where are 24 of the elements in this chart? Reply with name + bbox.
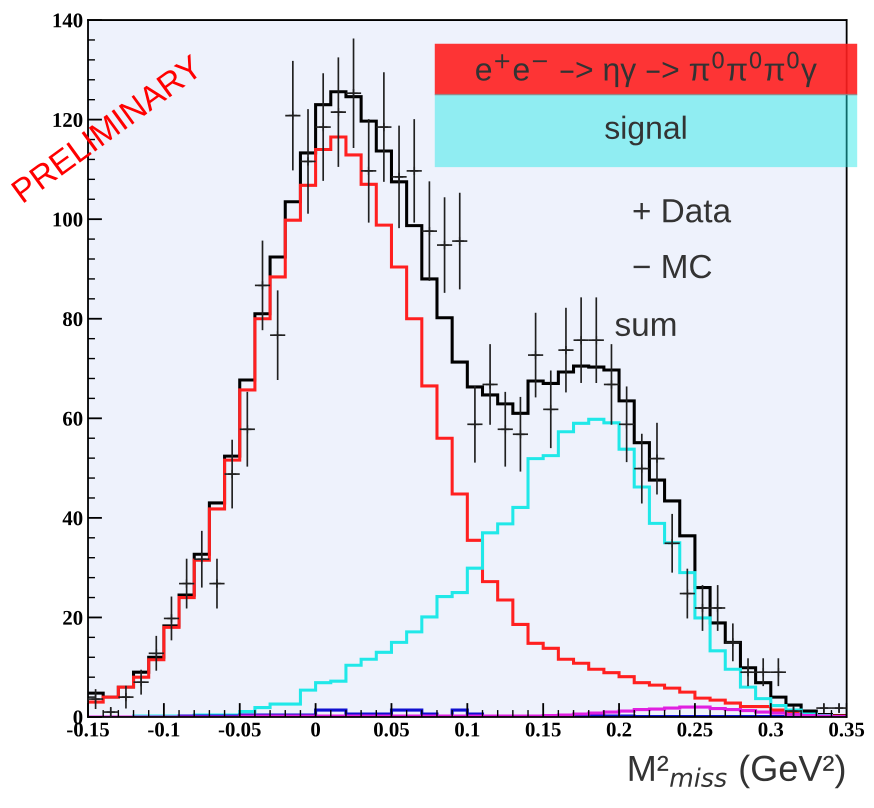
- x-tick-label: 0: [311, 722, 320, 737]
- y-tick-label: 40: [62, 511, 82, 526]
- x-tick-label: -0.15: [67, 722, 109, 737]
- x-tick-label: 0.05: [374, 722, 409, 737]
- y-tick-label: 20: [63, 610, 82, 625]
- x-tick-label: -0.05: [218, 722, 261, 737]
- x-tick-label: 0.1: [455, 722, 480, 737]
- y-tick-label: 0: [74, 710, 82, 724]
- y-tick-label: 80: [63, 312, 82, 326]
- y-tick-label: 100: [54, 212, 82, 227]
- annotation: − MC: [634, 254, 712, 278]
- x-tick-label: 0.3: [758, 722, 784, 737]
- x-tick-label: 0.25: [677, 722, 712, 737]
- x-tick-label: 0.35: [829, 722, 864, 737]
- y-tick-label: 60: [63, 412, 82, 426]
- annotation: + Data: [634, 199, 732, 223]
- x-axis-title: M²$_{miss}$ (GeV²): [630, 754, 844, 788]
- y-tick-label: 140: [54, 13, 82, 28]
- x-tick-label: -0.1: [148, 722, 180, 737]
- text: signal: [605, 116, 686, 146]
- annotation: sum: [615, 318, 676, 336]
- text: e$^{+}$e$^{−}$ –> ηγ –> π$^{0}$π$^{0}$π$^{0}$γ: [476, 52, 817, 88]
- x-tick-label: 0.2: [606, 722, 632, 737]
- x-tick-label: 0.15: [526, 722, 561, 737]
